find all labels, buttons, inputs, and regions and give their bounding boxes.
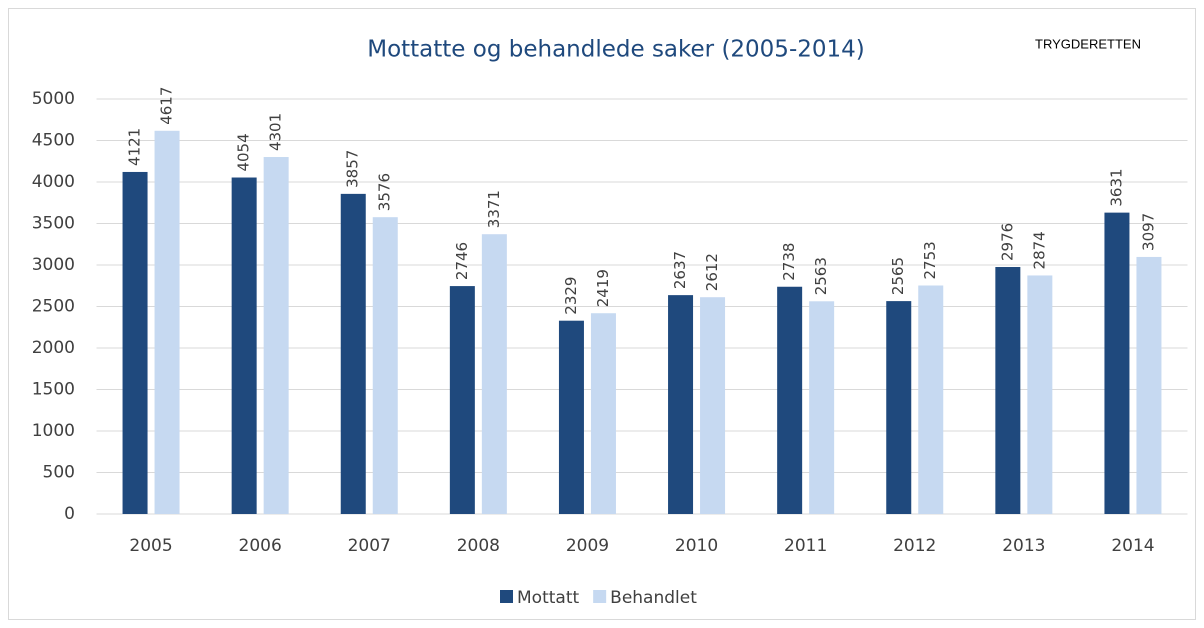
legend-swatch xyxy=(500,590,513,603)
bar xyxy=(372,217,398,514)
x-tick-label: 2009 xyxy=(566,536,609,556)
y-tick-label: 2000 xyxy=(32,338,75,358)
data-label: 4617 xyxy=(158,87,176,125)
data-label: 4121 xyxy=(126,128,144,166)
data-label: 2419 xyxy=(594,269,612,307)
data-label: 2746 xyxy=(453,242,471,280)
data-label: 2329 xyxy=(562,277,580,315)
y-tick-label: 5000 xyxy=(32,89,75,109)
bar xyxy=(590,313,616,514)
x-tick-label: 2005 xyxy=(129,536,172,556)
bar xyxy=(809,301,835,514)
annotation: TRYGDERETTEN xyxy=(1035,36,1141,51)
y-tick-label: 1500 xyxy=(32,380,75,400)
bar xyxy=(1136,256,1162,514)
data-label: 3857 xyxy=(344,150,362,188)
data-label: 3371 xyxy=(485,190,503,228)
x-tick-label: 2012 xyxy=(893,536,936,556)
data-label: 3097 xyxy=(1139,213,1157,251)
y-tick-label: 1000 xyxy=(32,421,75,441)
y-tick-label: 4000 xyxy=(32,172,75,192)
y-tick-label: 500 xyxy=(43,463,75,483)
y-tick-label: 3000 xyxy=(32,255,75,275)
bar xyxy=(995,266,1021,514)
data-label: 2753 xyxy=(921,241,939,279)
legend-label: Mottatt xyxy=(517,588,579,608)
chart-title: Mottatte og behandlede saker (2005-2014) xyxy=(367,37,865,63)
data-label: 4301 xyxy=(267,113,285,151)
x-tick-label: 2010 xyxy=(675,536,718,556)
y-tick-label: 4500 xyxy=(32,131,75,151)
bar xyxy=(340,193,366,514)
bar xyxy=(1104,212,1130,514)
y-tick-label: 3500 xyxy=(32,214,75,234)
bar xyxy=(231,177,257,514)
data-label: 3631 xyxy=(1107,168,1125,206)
data-label: 3576 xyxy=(376,173,394,211)
bar xyxy=(449,286,475,514)
legend-swatch xyxy=(593,590,607,603)
data-label: 2637 xyxy=(671,251,689,289)
bar xyxy=(668,295,694,514)
bar xyxy=(154,130,180,514)
data-label: 2563 xyxy=(812,257,830,295)
data-label: 2612 xyxy=(703,253,721,291)
bar xyxy=(918,285,944,514)
bar xyxy=(558,320,584,514)
bar xyxy=(700,297,726,514)
data-label: 2874 xyxy=(1030,231,1048,269)
bar xyxy=(777,286,803,514)
x-tick-label: 2011 xyxy=(784,536,827,556)
x-tick-label: 2008 xyxy=(457,536,500,556)
bar xyxy=(481,234,507,514)
bar xyxy=(886,301,912,514)
data-label: 2738 xyxy=(780,243,798,281)
y-tick-label: 0 xyxy=(64,504,75,524)
bar xyxy=(1027,275,1053,514)
y-tick-label: 2500 xyxy=(32,297,75,317)
data-label: 2976 xyxy=(998,223,1016,261)
data-label: 4054 xyxy=(235,133,253,171)
bar xyxy=(122,171,148,514)
bar xyxy=(263,157,289,514)
x-tick-label: 2007 xyxy=(348,536,391,556)
x-tick-label: 2014 xyxy=(1111,536,1154,556)
data-label: 2565 xyxy=(889,257,907,295)
x-tick-label: 2013 xyxy=(1002,536,1045,556)
x-tick-label: 2006 xyxy=(239,536,282,556)
legend-label: Behandlet xyxy=(610,588,697,608)
